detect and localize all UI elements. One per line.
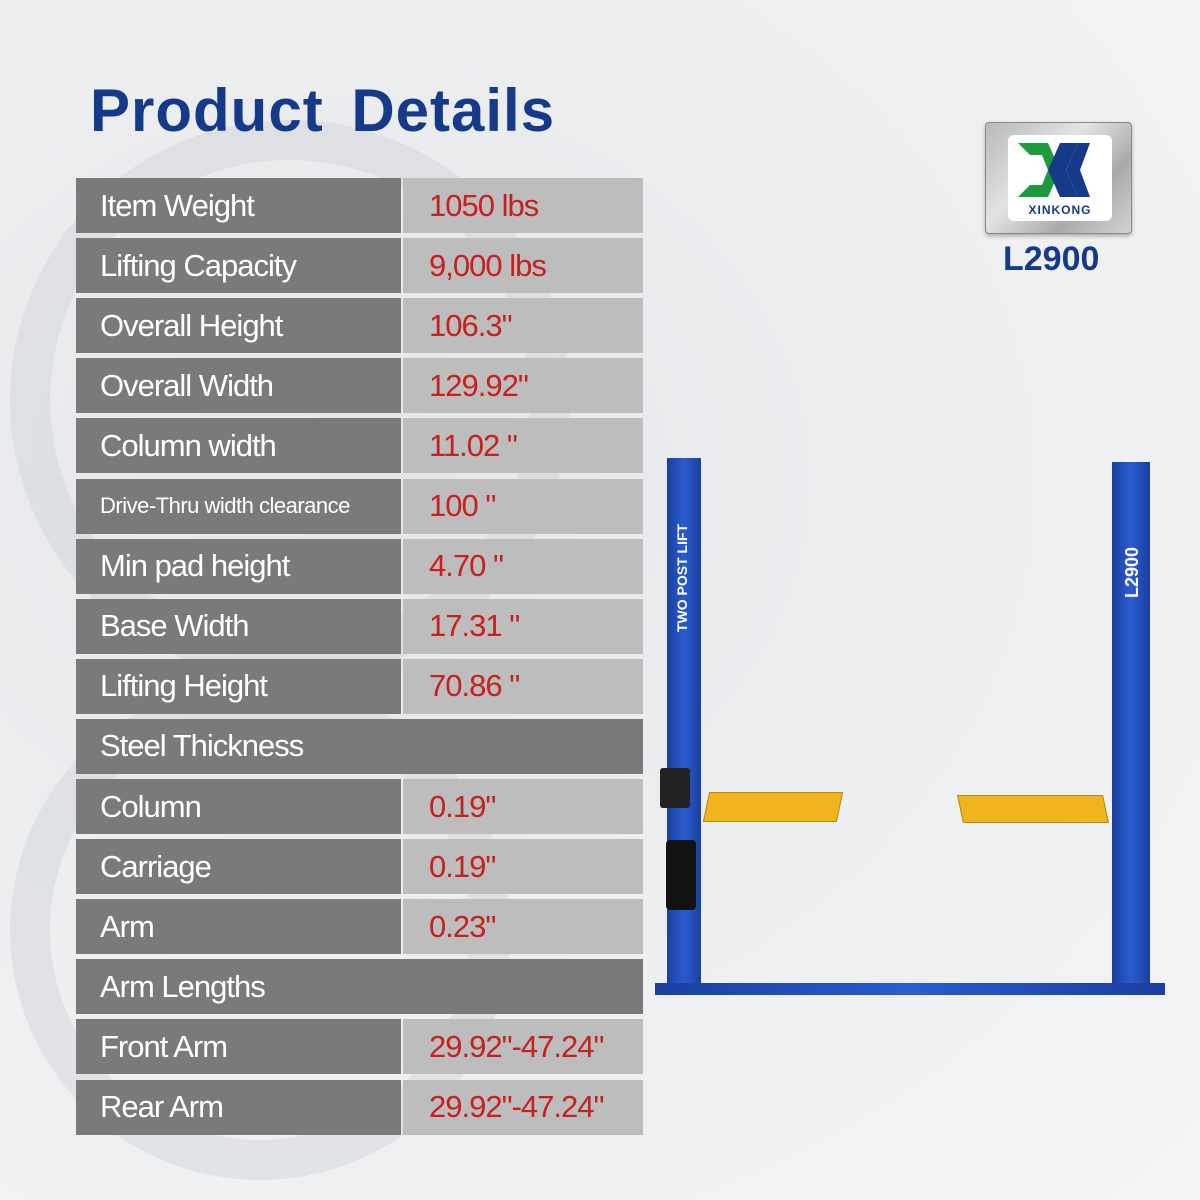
- spec-label-cell: Base Width: [76, 598, 401, 654]
- page-title: Product Details: [90, 77, 556, 144]
- spec-value-cell: 4.70 ": [403, 538, 643, 594]
- model-number: L2900: [1003, 240, 1100, 278]
- spec-label-cell: Drive-Thru width clearance: [76, 478, 401, 534]
- spec-label: Steel Thickness: [100, 728, 304, 764]
- logo-wordmark: XINKONG: [1028, 203, 1092, 217]
- spec-row: Column 0.19": [76, 779, 643, 834]
- spec-value: 0.19": [429, 848, 496, 884]
- spec-row: Rear Arm 29.92"-47.24": [76, 1079, 643, 1135]
- spec-label-cell: Min pad height: [76, 538, 401, 594]
- spec-label: Overall Width: [100, 367, 274, 403]
- motor-unit: [660, 768, 690, 808]
- spec-value-cell: 106.3": [403, 298, 643, 354]
- spec-label-cell: Overall Height: [76, 298, 401, 354]
- spec-value-cell: 0.19": [403, 779, 643, 834]
- spec-label-cell: Arm Lengths: [76, 959, 643, 1015]
- right-post: [1112, 462, 1150, 988]
- spec-value: 129.92": [429, 367, 529, 403]
- spec-label-cell: Rear Arm: [76, 1079, 401, 1135]
- spec-value: 11.02 ": [429, 427, 518, 463]
- spec-label: Rear Arm: [100, 1089, 224, 1124]
- spec-value: 106.3": [429, 307, 513, 343]
- spec-value: 29.92"-47.24": [429, 1028, 604, 1064]
- spec-value: 100 ": [429, 488, 496, 523]
- spec-row: Lifting Capacity 9,000 lbs: [76, 238, 643, 294]
- spec-label-cell: Steel Thickness: [76, 718, 643, 774]
- spec-label: Min pad height: [100, 548, 290, 584]
- spec-label: Column width: [100, 427, 277, 463]
- spec-label-cell: Arm: [76, 899, 401, 955]
- spec-label-cell: Lifting Capacity: [76, 238, 401, 294]
- spec-row: Carriage 0.19": [76, 839, 643, 895]
- spec-label: Carriage: [100, 848, 212, 884]
- spec-label-cell: Front Arm: [76, 1019, 401, 1075]
- spec-row: Min pad height 4.70 ": [76, 538, 643, 594]
- spec-label: Lifting Height: [100, 668, 268, 704]
- spec-value: 17.31 ": [429, 608, 520, 644]
- spec-label: Front Arm: [100, 1028, 228, 1064]
- spec-label-cell: Overall Width: [76, 358, 401, 414]
- spec-row: Lifting Height 70.86 ": [76, 658, 643, 714]
- spec-value-cell: 70.86 ": [403, 658, 643, 714]
- spec-label: Drive-Thru width clearance: [100, 493, 350, 518]
- spec-value-cell: 29.92"-47.24": [403, 1019, 643, 1075]
- spec-value: 70.86 ": [429, 668, 520, 704]
- spec-label-cell: Carriage: [76, 839, 401, 895]
- spec-row: Overall Height 106.3": [76, 298, 643, 354]
- spec-row: Column width 11.02 ": [76, 418, 643, 474]
- spec-value-cell: 9,000 lbs: [403, 238, 643, 294]
- spec-value: 0.23": [429, 908, 496, 944]
- spec-value-cell: 0.23": [403, 899, 643, 955]
- spec-value-cell: 100 ": [403, 478, 643, 534]
- spec-row: Drive-Thru width clearance 100 ": [76, 478, 643, 534]
- right-post-label: L2900: [1122, 546, 1142, 598]
- logo-badge: XINKONG: [1008, 135, 1112, 221]
- right-lift-arm: [957, 795, 1109, 823]
- left-post-label: TWO POST LIFT: [674, 523, 690, 632]
- spec-row: Front Arm 29.92"-47.24": [76, 1019, 643, 1075]
- brand-logo: XINKONG: [985, 122, 1132, 234]
- xk-logo-icon: [1018, 143, 1103, 197]
- spec-value: 1050 lbs: [429, 187, 539, 223]
- spec-value: 0.19": [429, 788, 496, 824]
- spec-value-cell: 17.31 ": [403, 598, 643, 654]
- spec-value-cell: 11.02 ": [403, 418, 643, 474]
- spec-value-cell: 1050 lbs: [403, 178, 643, 233]
- spec-row: Arm 0.23": [76, 899, 643, 955]
- spec-label-cell: Lifting Height: [76, 658, 401, 714]
- spec-label: Lifting Capacity: [100, 247, 297, 283]
- spec-value-cell: 29.92"-47.24": [403, 1079, 643, 1135]
- spec-value: 9,000 lbs: [429, 247, 547, 283]
- spec-row: Base Width 17.31 ": [76, 598, 643, 654]
- spec-label: Arm: [100, 908, 155, 944]
- hydraulic-tank: [666, 840, 696, 910]
- spec-row: Item Weight 1050 lbs: [76, 178, 643, 233]
- spec-label-cell: Column width: [76, 418, 401, 474]
- spec-label: Column: [100, 788, 202, 824]
- left-lift-arm: [702, 792, 844, 822]
- spec-label-cell: Item Weight: [76, 178, 401, 233]
- spec-label: Arm Lengths: [100, 968, 266, 1004]
- section-header-row: Arm Lengths: [76, 959, 643, 1015]
- spec-value: 4.70 ": [429, 548, 504, 584]
- base-plate: [655, 983, 1165, 995]
- spec-value: 29.92"-47.24": [429, 1089, 604, 1124]
- section-header-row: Steel Thickness: [76, 718, 643, 774]
- spec-label: Overall Height: [100, 307, 283, 343]
- spec-label-cell: Column: [76, 779, 401, 834]
- spec-row: Overall Width 129.92": [76, 358, 643, 414]
- spec-value-cell: 0.19": [403, 839, 643, 895]
- spec-label: Base Width: [100, 608, 250, 644]
- spec-value-cell: 129.92": [403, 358, 643, 414]
- spec-label: Item Weight: [100, 187, 255, 223]
